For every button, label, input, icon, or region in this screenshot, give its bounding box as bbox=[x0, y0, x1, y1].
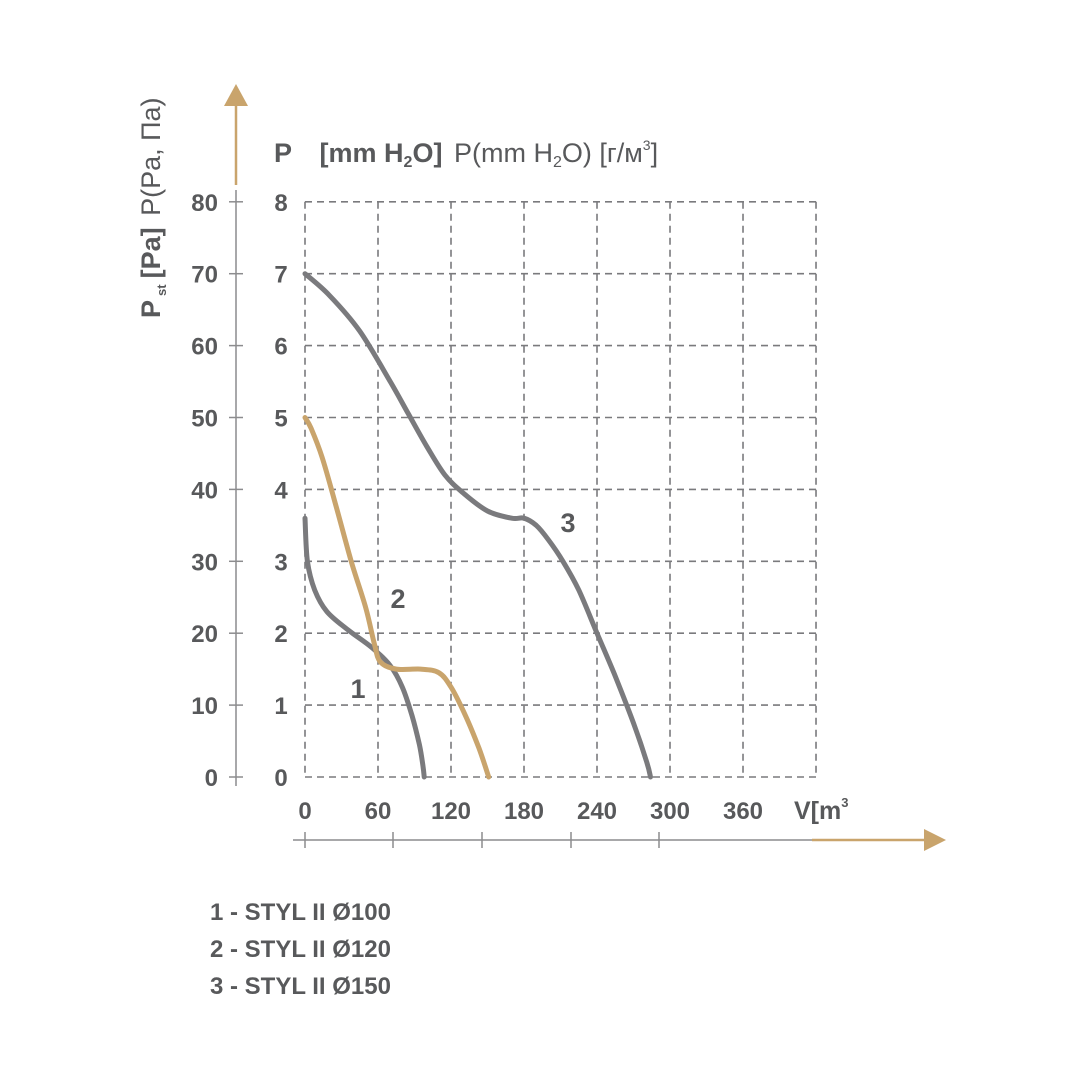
y-left-tick-label: 30 bbox=[191, 549, 218, 576]
x-tick-label: 180 bbox=[504, 798, 544, 825]
series-line-3 bbox=[302, 271, 653, 780]
y-right-tick-label: 3 bbox=[274, 549, 287, 576]
x-axis-arrow-head bbox=[924, 829, 946, 851]
legend-item-2: 2 - STYL II Ø120 bbox=[210, 936, 391, 963]
curves: 1 2 3 bbox=[302, 271, 653, 780]
series-label-1: 1 bbox=[350, 674, 365, 704]
y-left-tick-label: 80 bbox=[191, 190, 218, 217]
y-right-tick-label: 4 bbox=[274, 477, 288, 504]
y-left-tick-label: 10 bbox=[191, 693, 218, 720]
y-right-tick-label: 0 bbox=[274, 765, 287, 792]
legend-item-1: 1 - STYL II Ø100 bbox=[210, 899, 391, 926]
y-right-tick-label: 2 bbox=[274, 621, 287, 648]
y-left-tick-label: 40 bbox=[191, 477, 218, 504]
series-line-2 bbox=[302, 415, 492, 780]
x-tick-label: 0 bbox=[298, 798, 311, 825]
x-tick-label: 60 bbox=[365, 798, 392, 825]
y-left-tick-label: 50 bbox=[191, 406, 218, 433]
y-right-tick-label: 1 bbox=[274, 693, 287, 720]
y-left-tick-label: 70 bbox=[191, 262, 218, 289]
legend-item-3: 3 - STYL II Ø150 bbox=[210, 973, 391, 1000]
x-tick-label: 240 bbox=[577, 798, 617, 825]
y-left-tick-label: 60 bbox=[191, 334, 218, 361]
legend: 1 - STYL II Ø100 2 - STYL II Ø120 3 - ST… bbox=[210, 898, 610, 1009]
x-tick-label: 360 bbox=[723, 798, 763, 825]
series-label-3: 3 bbox=[560, 508, 575, 538]
x-axis-title: V[m3 bbox=[794, 795, 848, 825]
y-left-axis-title: Pst[Pa] P(Pa, Па) bbox=[136, 97, 169, 318]
axes bbox=[224, 84, 946, 851]
y-axis-arrow-head bbox=[224, 84, 248, 106]
y-right-tick-label: 8 bbox=[274, 190, 287, 217]
x-tick-label: 300 bbox=[650, 798, 690, 825]
x-tick-label: 120 bbox=[431, 798, 471, 825]
y-right-tick-label: 7 bbox=[274, 262, 287, 289]
y-left-tick-label: 0 bbox=[205, 765, 218, 792]
y-right-tick-label: 5 bbox=[274, 406, 287, 433]
y-right-tick-label: 6 bbox=[274, 334, 287, 361]
grid bbox=[304, 201, 817, 778]
series-line-1 bbox=[302, 515, 427, 780]
series-label-2: 2 bbox=[390, 584, 405, 614]
y-left-tick-label: 20 bbox=[191, 621, 218, 648]
y-right-axis-title: P [mm H2O] P(mm H2O) [г/м3] bbox=[274, 137, 658, 171]
